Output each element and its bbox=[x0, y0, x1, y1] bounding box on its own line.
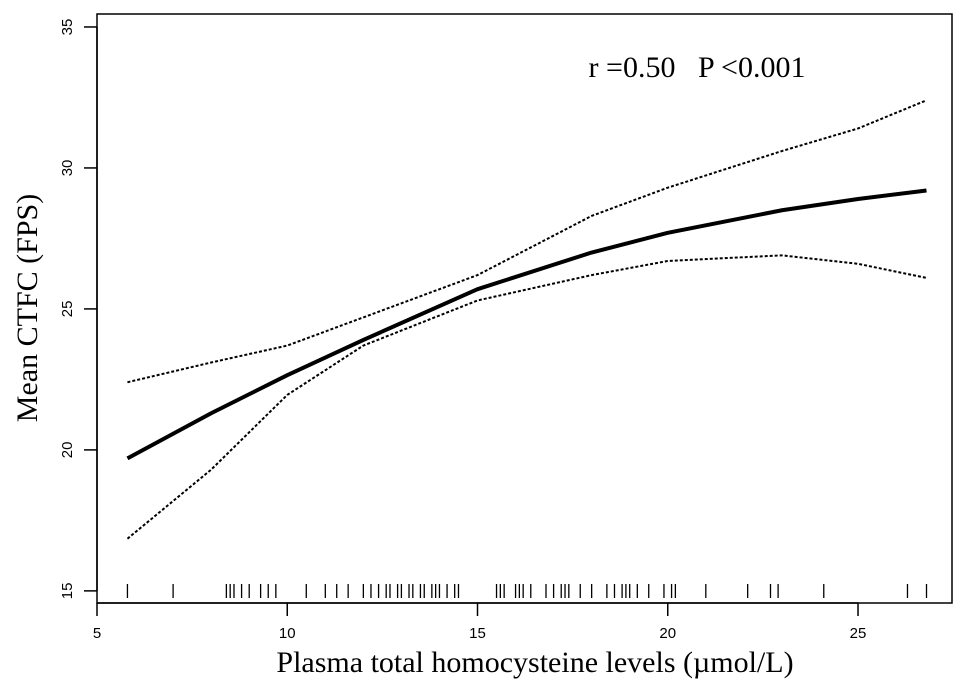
y-tick-label: 35 bbox=[59, 19, 76, 36]
plot-box bbox=[96, 13, 953, 604]
x-tick-label: 20 bbox=[659, 625, 676, 642]
x-tick-label: 25 bbox=[850, 625, 867, 642]
confidence-line bbox=[126, 254, 927, 540]
y-tick-label: 20 bbox=[59, 442, 76, 459]
y-tick-label: 15 bbox=[59, 583, 76, 600]
x-tick-label: 10 bbox=[279, 625, 296, 642]
x-tick-label: 15 bbox=[469, 625, 486, 642]
y-axis-title: Mean CTFC (FPS) bbox=[11, 194, 44, 422]
y-tick-label: 25 bbox=[59, 301, 76, 318]
y-tick-label: 30 bbox=[59, 160, 76, 177]
confidence-line bbox=[127, 99, 927, 384]
x-axis-title: Plasma total homocysteine levels (µmol/L… bbox=[276, 646, 793, 679]
x-tick-label: 5 bbox=[93, 625, 101, 642]
annotation: r =0.50 P <0.001 bbox=[589, 51, 806, 84]
fit-line bbox=[126, 188, 927, 461]
